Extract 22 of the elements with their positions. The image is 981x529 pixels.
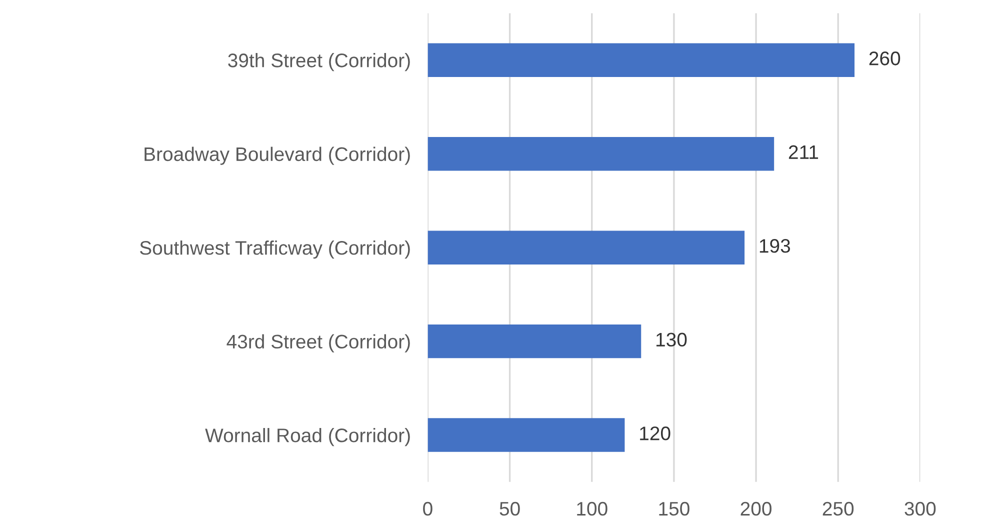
x-tick-label: 50 [500, 502, 520, 516]
y-tick-label: Broadway Boulevard (Corridor) [144, 146, 410, 165]
bar [428, 43, 855, 77]
x-tick-label: 0 [423, 502, 432, 516]
data-label: 193 [760, 239, 790, 253]
y-tick-label: Southwest Trafficway (Corridor) [140, 240, 410, 259]
bar [428, 230, 745, 264]
x-tick-label: 100 [577, 502, 608, 516]
y-tick-label: 43rd Street (Corridor) [226, 334, 410, 352]
x-tick-label: 200 [740, 502, 772, 516]
data-label: 260 [869, 52, 900, 66]
x-tick-label: 250 [822, 502, 854, 516]
x-tick-label: 300 [904, 502, 936, 516]
y-tick-label: Wornall Road (Corridor) [205, 428, 410, 446]
data-label: 130 [656, 332, 687, 347]
x-tick-label: 150 [659, 502, 690, 516]
y-tick-label: 39th Street (Corridor) [228, 53, 410, 72]
bar [428, 136, 774, 171]
bar [428, 418, 625, 452]
data-label: 211 [788, 145, 818, 159]
bar [428, 324, 642, 358]
data-label: 120 [640, 426, 670, 440]
